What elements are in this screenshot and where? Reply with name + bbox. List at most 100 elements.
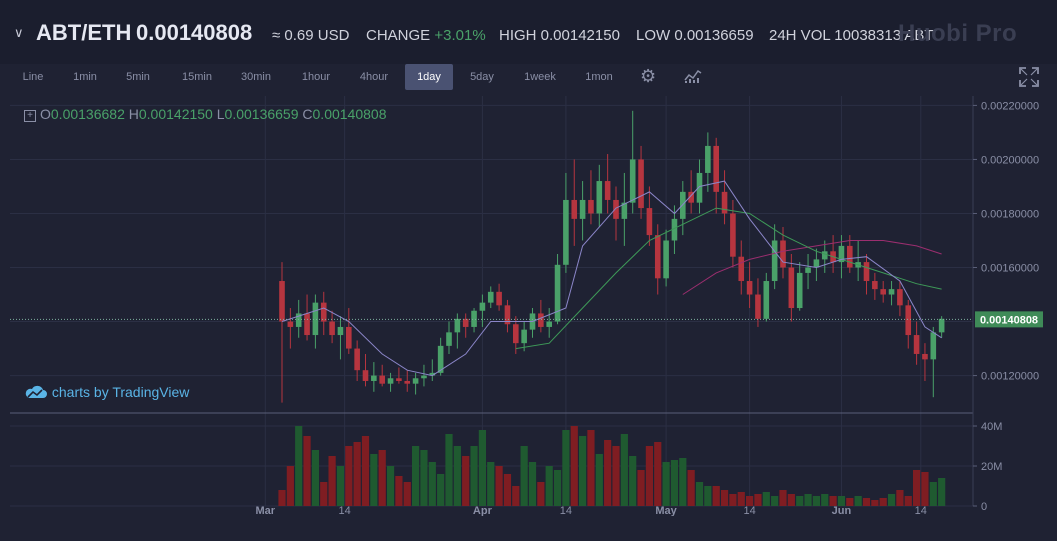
timeframe-30min[interactable]: 30min — [241, 71, 271, 83]
candle-body — [421, 375, 427, 379]
low-value: 0.00136659 — [224, 106, 299, 122]
price-tick-label: 0.00180000 — [981, 208, 1039, 220]
expand-legend-icon[interactable]: + — [24, 110, 36, 122]
timeframe-5day[interactable]: 5day — [470, 71, 494, 83]
volume-bar — [579, 436, 587, 506]
chevron-down-icon[interactable]: ∨ — [14, 25, 24, 40]
x-tick-label: 14 — [560, 505, 572, 516]
volume-bar — [545, 466, 553, 506]
candle-body — [287, 321, 294, 327]
volume-bar — [520, 446, 528, 506]
candle-body — [629, 159, 636, 203]
timeframe-15min[interactable]: 15min — [182, 71, 212, 83]
high-stat: HIGH 0.00142150 — [499, 27, 620, 44]
candle-body — [663, 240, 669, 279]
volume-bar — [370, 454, 378, 506]
volume-bar — [478, 430, 486, 506]
price-tick-label: 0.00160000 — [981, 263, 1039, 275]
candle-body — [872, 281, 878, 290]
volume-bar — [395, 476, 403, 506]
candle-body — [646, 208, 653, 236]
candle-body — [563, 199, 569, 265]
volume-bar — [412, 446, 420, 506]
volume-bar — [829, 496, 837, 506]
exchange-logo: Huobi Pro — [898, 20, 1018, 47]
volume-bar — [336, 466, 345, 506]
candle-body — [462, 318, 469, 327]
volume-bar — [704, 486, 712, 506]
volume-bar — [353, 442, 361, 506]
volume-bar — [938, 478, 946, 506]
timeframe-1week[interactable]: 1week — [524, 71, 556, 83]
volume-bar — [679, 458, 687, 506]
candle-body — [763, 281, 770, 319]
candle-body — [362, 370, 369, 381]
volume-bar — [470, 446, 478, 506]
volume-bar — [796, 496, 804, 506]
x-tick-label: 14 — [743, 505, 755, 516]
candle-body — [780, 240, 786, 268]
volume-bar — [737, 492, 745, 506]
candle-body — [487, 291, 494, 303]
timeframe-Line[interactable]: Line — [22, 71, 44, 83]
volume-bar — [320, 482, 328, 506]
candle-body — [813, 259, 820, 268]
volume-bar — [670, 460, 679, 506]
candle-body — [471, 310, 477, 327]
volume-bar — [278, 490, 286, 506]
candle-body — [796, 272, 803, 309]
volume-bar — [587, 430, 595, 506]
candle-body — [805, 267, 811, 273]
candle-body — [621, 202, 628, 219]
volume-bar — [846, 498, 854, 506]
volume-bar — [913, 470, 921, 506]
candle-body — [504, 305, 511, 325]
volume-bar — [445, 434, 453, 506]
timeframe-4hour[interactable]: 4hour — [359, 71, 389, 83]
candle-body — [446, 332, 452, 346]
candle-body — [454, 318, 461, 333]
volume-bar — [804, 494, 812, 506]
volume-bar — [754, 494, 762, 506]
candle-body — [730, 213, 736, 257]
candle-body — [771, 240, 778, 282]
candle-body — [888, 289, 895, 295]
indicators-icon[interactable] — [683, 66, 703, 89]
fullscreen-icon[interactable] — [1018, 66, 1040, 93]
gear-icon[interactable]: ⚙ — [640, 66, 657, 86]
price-tick-label: 0.00120000 — [981, 371, 1039, 383]
volume-bar — [762, 492, 770, 506]
x-tick-label: 14 — [339, 505, 351, 516]
chart-area[interactable]: 0.00140808 0.00220000 0.00200000 0.00180000… — [10, 96, 1046, 516]
volume-bar — [428, 462, 436, 506]
candle-body — [847, 245, 853, 268]
volume-bar — [821, 494, 829, 506]
price-chart[interactable]: 0.00140808 0.00220000 0.00200000 0.00180000… — [10, 96, 1046, 516]
volume-bar — [645, 446, 653, 506]
candle-body — [387, 378, 394, 384]
candle-body — [579, 199, 586, 219]
candle-body — [930, 332, 937, 360]
volume-bar — [746, 496, 754, 506]
volume-bar — [345, 446, 353, 506]
candle-body — [838, 245, 845, 263]
volume-bar — [562, 430, 570, 506]
volume-bar — [612, 446, 620, 506]
volume-bar — [787, 494, 795, 506]
x-tick-label: Apr — [473, 505, 493, 516]
timeframe-5min[interactable]: 5min — [126, 71, 150, 83]
timeframe-1min[interactable]: 1min — [73, 71, 97, 83]
timeframe-1mon[interactable]: 1mon — [585, 71, 613, 83]
timeframe-1day[interactable]: 1day — [405, 64, 453, 90]
candle-body — [905, 305, 912, 336]
tradingview-credit[interactable]: charts by TradingView — [24, 384, 189, 400]
candle-body — [571, 199, 578, 219]
pair-title[interactable]: ABT/ETH — [36, 20, 132, 45]
candle-body — [755, 294, 761, 319]
timeframe-1hour[interactable]: 1hour — [301, 71, 331, 83]
volume-bar — [386, 466, 395, 506]
candle-body — [379, 375, 385, 384]
candle-body — [788, 267, 795, 309]
candle-body — [721, 191, 728, 214]
volume-bar — [854, 496, 862, 506]
